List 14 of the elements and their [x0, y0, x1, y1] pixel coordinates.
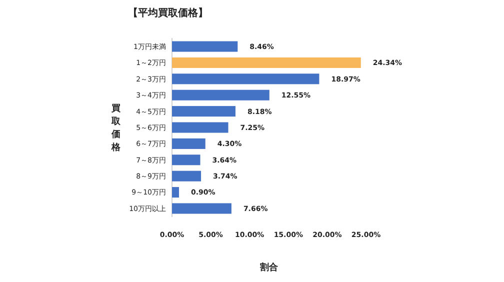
bar — [172, 122, 228, 133]
x-axis-title: 割合 — [259, 262, 279, 273]
bar — [172, 203, 232, 214]
bar — [172, 170, 202, 182]
chart-title: 【平均買取価格】 — [128, 7, 208, 19]
bar — [172, 74, 320, 84]
bar — [172, 57, 361, 68]
bar — [172, 138, 206, 149]
bar — [172, 41, 238, 52]
bar — [172, 106, 236, 117]
bar — [172, 90, 270, 100]
bar — [172, 187, 179, 198]
bar — [172, 154, 200, 166]
y-axis-title: 買取価格 — [110, 103, 122, 154]
